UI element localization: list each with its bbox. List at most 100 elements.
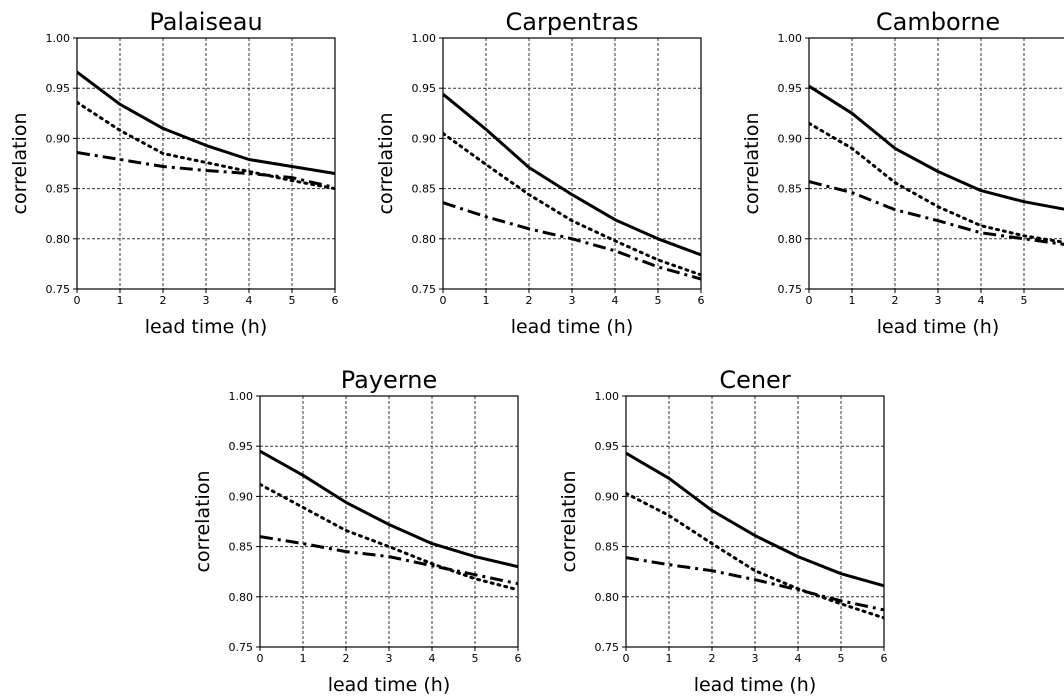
- series-line-dotted: [443, 131, 701, 277]
- y-tick-label: 1.00: [229, 390, 254, 403]
- y-tick-label: 0.90: [595, 490, 620, 503]
- y-axis-label: correlation: [558, 471, 580, 573]
- chart-title: Palaiseau: [149, 8, 262, 36]
- x-tick-label: 2: [892, 294, 899, 307]
- y-axis-label: correlation: [741, 113, 763, 215]
- y-tick-label: 0.80: [46, 233, 71, 246]
- y-tick-label: 0.80: [778, 233, 803, 246]
- y-tick-label: 0.75: [229, 641, 254, 654]
- x-tick-label: 4: [246, 294, 253, 307]
- chart-panel: 0 1 2 3 4 5 6 0.75 0.80 0.85 0.90 0.95 1.00 Carpentra…: [375, 8, 705, 338]
- series-line-solid: [77, 70, 335, 175]
- chart-panel: 0 1 2 3 4 5 6 0.75 0.80 0.85 0.90 0.95 1.00 Palaiseau…: [9, 8, 339, 338]
- x-axis-label: lead time (h): [877, 316, 1000, 338]
- x-tick-label: 6: [515, 652, 522, 665]
- x-tick-label: 4: [978, 294, 985, 307]
- series-line-dashdot: [809, 180, 1064, 246]
- x-tick-label: 2: [526, 294, 533, 307]
- series-line-solid: [260, 449, 518, 569]
- x-tick-label: 0: [806, 294, 813, 307]
- x-tick-label: 5: [655, 294, 662, 307]
- x-tick-label: 1: [666, 652, 673, 665]
- chart-title: Cener: [719, 366, 791, 394]
- y-tick-label: 1.00: [46, 32, 71, 45]
- x-tick-label: 6: [698, 294, 705, 307]
- x-tick-label: 5: [289, 294, 296, 307]
- y-tick-label: 0.95: [412, 82, 437, 95]
- x-tick-label: 4: [429, 652, 436, 665]
- x-tick-label: 5: [472, 652, 479, 665]
- x-tick-label: 2: [343, 652, 350, 665]
- y-tick-label: 0.95: [229, 440, 254, 453]
- y-tick-label: 0.90: [229, 490, 254, 503]
- series-line-dashdot: [443, 201, 701, 281]
- x-tick-label: 6: [881, 652, 888, 665]
- x-tick-label: 2: [160, 294, 167, 307]
- x-tick-label: 2: [709, 652, 716, 665]
- chart-panel: 0 1 2 3 4 5 6 0.75 0.80 0.85 0.90 0.95 1.00 Cener lead…: [558, 366, 888, 696]
- y-tick-label: 0.80: [229, 591, 254, 604]
- y-tick-label: 0.95: [46, 82, 71, 95]
- chart-title: Payerne: [341, 366, 438, 394]
- y-axis-label: correlation: [375, 113, 397, 215]
- x-tick-label: 3: [203, 294, 210, 307]
- plot-frame: [808, 37, 1064, 290]
- series-line-dotted: [77, 100, 335, 191]
- x-tick-label: 5: [1021, 294, 1028, 307]
- y-tick-label: 0.85: [229, 541, 254, 554]
- y-tick-label: 0.90: [46, 132, 71, 145]
- series-line-dashdot: [77, 151, 335, 190]
- x-tick-label: 0: [440, 294, 447, 307]
- series-line-dotted: [626, 491, 884, 620]
- x-tick-label: 1: [117, 294, 124, 307]
- x-tick-label: 5: [838, 652, 845, 665]
- y-tick-label: 0.95: [778, 82, 803, 95]
- series-line-solid: [443, 93, 701, 257]
- y-axis-label: correlation: [192, 471, 214, 573]
- x-axis-label: lead time (h): [145, 316, 268, 338]
- y-tick-label: 1.00: [595, 390, 620, 403]
- y-tick-label: 1.00: [412, 32, 437, 45]
- x-tick-label: 1: [849, 294, 856, 307]
- series-line-solid: [809, 84, 1064, 211]
- series-line-dotted: [809, 121, 1064, 244]
- x-tick-label: 3: [752, 652, 759, 665]
- series-line-dashdot: [626, 556, 884, 612]
- y-tick-label: 0.75: [778, 283, 803, 296]
- x-tick-label: 3: [569, 294, 576, 307]
- y-tick-label: 0.85: [595, 541, 620, 554]
- y-tick-label: 1.00: [778, 32, 803, 45]
- y-tick-label: 0.75: [412, 283, 437, 296]
- x-tick-label: 3: [935, 294, 942, 307]
- x-tick-label: 1: [300, 652, 307, 665]
- x-axis-label: lead time (h): [328, 674, 451, 696]
- chart-panel: 01234560.750.800.850.900.951.00Cambornel…: [741, 8, 1064, 338]
- series-line-solid: [626, 451, 884, 588]
- y-tick-label: 0.95: [595, 440, 620, 453]
- x-tick-label: 3: [386, 652, 393, 665]
- chart-panel: 0 1 2 3 4 5 6 0.75 0.80 0.85 0.90 0.95 1.00 Payerne le…: [192, 366, 522, 696]
- x-tick-label: 0: [623, 652, 630, 665]
- x-tick-label: 6: [332, 294, 339, 307]
- y-tick-label: 0.85: [778, 183, 803, 196]
- x-tick-label: 4: [612, 294, 619, 307]
- x-tick-label: 0: [257, 652, 264, 665]
- x-tick-label: 4: [795, 652, 802, 665]
- y-axis-label: correlation: [9, 113, 31, 215]
- chart-title: Camborne: [876, 8, 1000, 36]
- x-axis-label: lead time (h): [511, 316, 634, 338]
- y-tick-label: 0.75: [46, 283, 71, 296]
- x-axis-label: lead time (h): [694, 674, 817, 696]
- y-tick-label: 0.75: [595, 641, 620, 654]
- series-line-dotted: [260, 482, 518, 592]
- y-tick-label: 0.80: [595, 591, 620, 604]
- x-tick-label: 1: [483, 294, 490, 307]
- y-tick-label: 0.85: [412, 183, 437, 196]
- chart-title: Carpentras: [505, 8, 638, 36]
- series-line-dashdot: [260, 535, 518, 586]
- x-tick-label: 0: [74, 294, 81, 307]
- y-tick-label: 0.90: [412, 132, 437, 145]
- y-tick-label: 0.80: [412, 233, 437, 246]
- y-tick-label: 0.90: [778, 132, 803, 145]
